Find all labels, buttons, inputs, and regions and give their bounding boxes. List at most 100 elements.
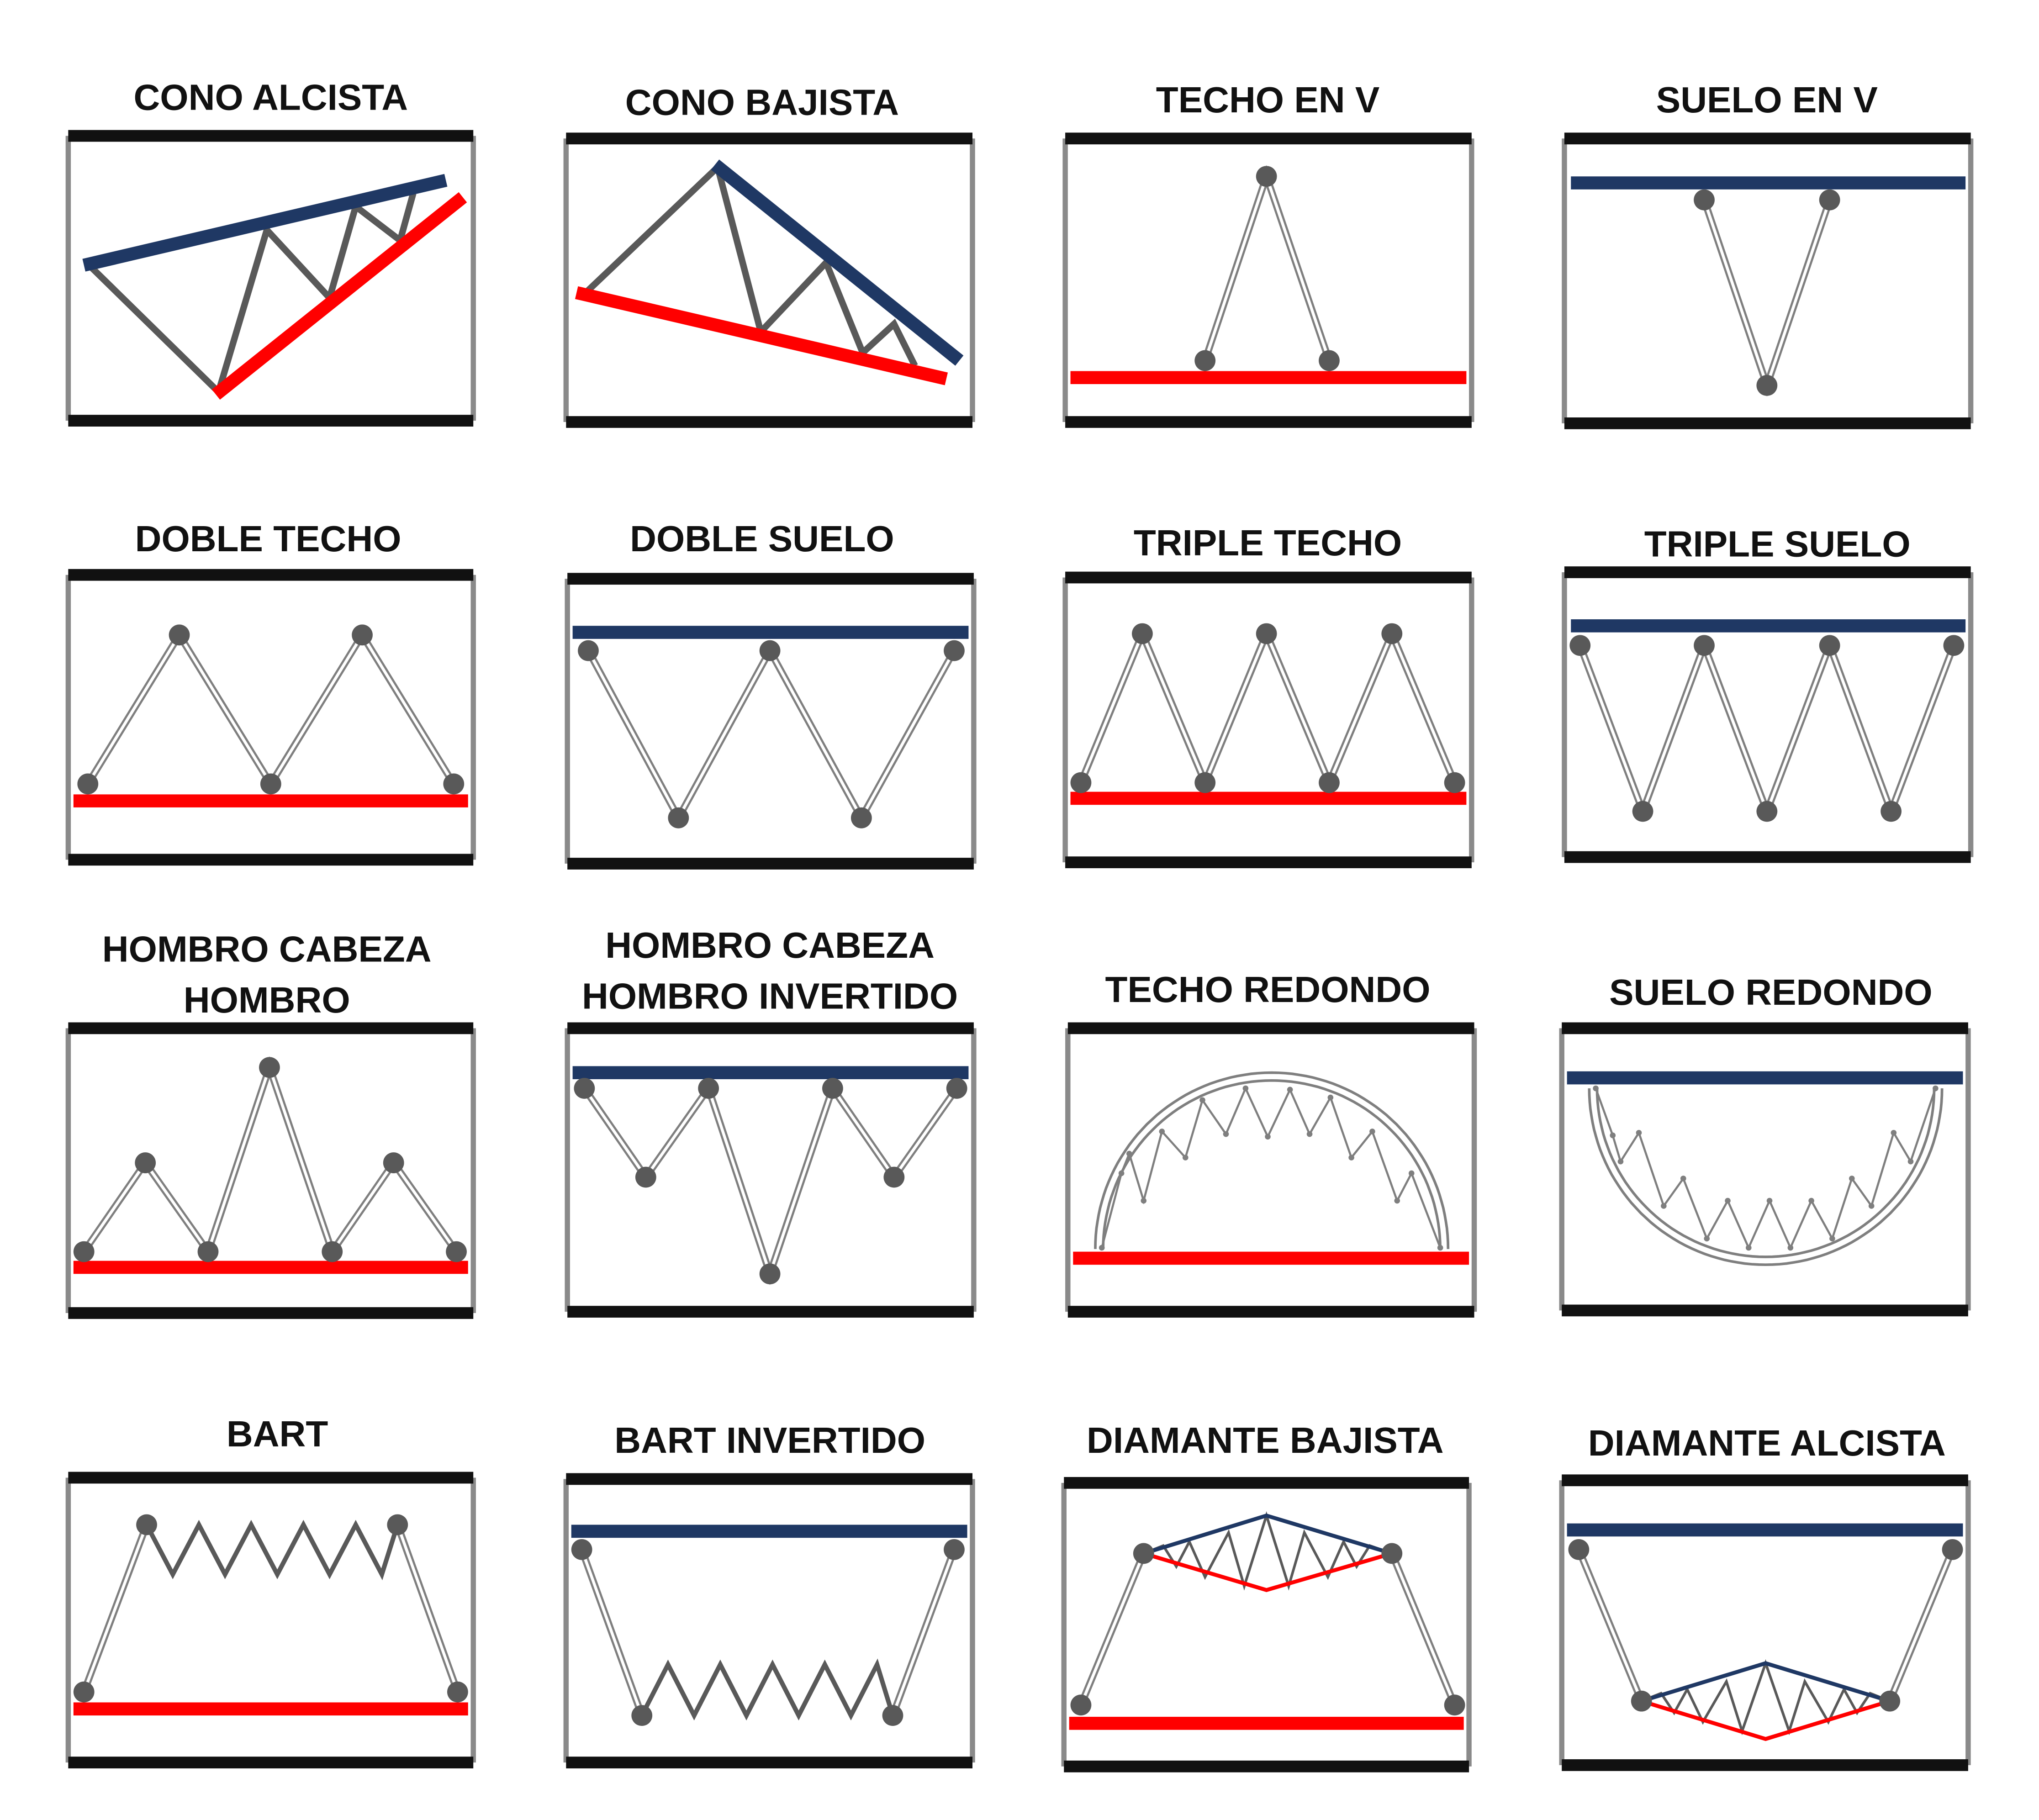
pattern-panel-hombro-cabeza-hombro: HOMBRO CABEZA HOMBRO xyxy=(65,928,476,1319)
pivot-point xyxy=(443,773,465,795)
pivot-point xyxy=(1933,1085,1939,1092)
pivot-point xyxy=(1745,1245,1752,1251)
support-line xyxy=(1641,1699,1891,1741)
pattern-title: TRIPLE SUELO xyxy=(1644,523,1911,564)
pattern-title: HOMBRO CABEZA xyxy=(102,928,432,969)
rounded-inner-arc xyxy=(1595,1088,1936,1258)
pivot-point xyxy=(1787,1245,1794,1251)
pattern-panel-triple-techo: TRIPLE TECHO xyxy=(1062,522,1474,868)
support-line xyxy=(211,192,467,400)
price-zigzag xyxy=(1101,1086,1442,1248)
price-rise-inner xyxy=(82,1524,148,1693)
pattern-panel-bart: BART xyxy=(65,1413,476,1769)
price-path-inner xyxy=(1204,172,1331,361)
pivot-point xyxy=(1141,1198,1147,1204)
pivot-point xyxy=(1306,1131,1313,1137)
pivot-point xyxy=(1610,1132,1616,1139)
pattern-panel-techo-en-v: TECHO EN V xyxy=(1062,79,1474,428)
pivot-point xyxy=(1256,166,1277,187)
pattern-title: HOMBRO xyxy=(184,979,350,1020)
price-rise-inner xyxy=(891,1549,956,1716)
rounded-outer-arc xyxy=(1094,1071,1450,1249)
pivot-point xyxy=(1942,1539,1963,1560)
support-line xyxy=(1143,1551,1393,1592)
pattern-title: DIAMANTE BAJISTA xyxy=(1087,1419,1444,1461)
pivot-point xyxy=(1881,801,1902,822)
price-path-inner xyxy=(587,648,956,821)
pivot-point xyxy=(759,1263,781,1285)
pivot-point xyxy=(668,807,689,828)
pivot-point xyxy=(698,1078,719,1099)
price-zigzag xyxy=(1595,1088,1937,1250)
pivot-point xyxy=(1070,772,1092,793)
pivot-point xyxy=(1569,635,1591,656)
pivot-point xyxy=(1868,1203,1875,1209)
pivot-point xyxy=(1694,635,1715,656)
price-path-inner xyxy=(1703,199,1831,390)
price-fall-inner xyxy=(1577,1549,1643,1702)
pivot-point xyxy=(883,1166,905,1188)
pattern-panel-doble-techo: DOBLE TECHO xyxy=(65,518,476,866)
pivot-point xyxy=(73,1241,95,1262)
pivot-point xyxy=(135,1152,156,1173)
pivot-point xyxy=(1907,1158,1914,1165)
pattern-title: CONO BAJISTA xyxy=(625,82,899,123)
pivot-point xyxy=(1194,772,1216,793)
pivot-point xyxy=(1118,1170,1125,1176)
pivot-point xyxy=(1381,623,1403,644)
pattern-title: TRIPLE TECHO xyxy=(1134,522,1402,563)
pivot-point xyxy=(1199,1097,1205,1103)
pivot-point xyxy=(1070,1694,1092,1716)
pattern-panel-triple-suelo: TRIPLE SUELO xyxy=(1562,523,1974,863)
pattern-panel-cono-alcista: CONO ALCISTA xyxy=(65,76,476,427)
pattern-panel-suelo-en-v: SUELO EN V xyxy=(1562,79,1974,429)
pivot-point xyxy=(1319,350,1340,371)
pivot-point xyxy=(259,1057,280,1078)
pivot-point xyxy=(1444,772,1465,793)
price-path xyxy=(1078,624,1458,792)
price-path xyxy=(1201,165,1333,362)
pivot-point xyxy=(1242,1085,1249,1092)
pivot-point xyxy=(447,1681,468,1703)
pivot-point xyxy=(1849,1176,1855,1182)
pivot-point xyxy=(1444,1694,1465,1716)
pattern-title: TECHO EN V xyxy=(1156,79,1380,120)
pivot-point xyxy=(1319,772,1340,793)
pivot-point xyxy=(1632,801,1653,822)
pivot-point xyxy=(1725,1198,1731,1204)
pattern-title: DOBLE SUELO xyxy=(630,518,894,559)
pattern-title: SUELO REDONDO xyxy=(1609,971,1933,1013)
price-zigzag xyxy=(1143,1511,1393,1591)
pivot-point xyxy=(1327,1094,1334,1101)
pivot-point xyxy=(1680,1176,1686,1182)
pivot-point xyxy=(882,1705,903,1726)
pivot-point xyxy=(322,1241,343,1262)
pivot-point xyxy=(1348,1155,1354,1161)
pivot-point xyxy=(1661,1203,1667,1209)
price-path-inner xyxy=(86,632,455,787)
pivot-point xyxy=(578,640,599,661)
price-fall-inner xyxy=(580,1549,644,1716)
pivot-point xyxy=(1256,623,1277,644)
pivot-point xyxy=(1891,1129,1897,1136)
pivot-point xyxy=(1879,1690,1901,1712)
pattern-panel-bart-invertido: BART INVERTIDO xyxy=(563,1419,975,1769)
pivot-point xyxy=(946,1078,967,1099)
pattern-title: HOMBRO CABEZA xyxy=(605,924,935,965)
price-rise-inner xyxy=(1079,1553,1145,1706)
price-path xyxy=(1576,635,1957,822)
pattern-panel-diamante-bajista: DIAMANTE BAJISTA xyxy=(1061,1419,1472,1773)
price-rise-inner xyxy=(1888,1549,1954,1702)
pivot-point xyxy=(1756,375,1778,396)
pivot-point xyxy=(1099,1245,1105,1251)
pattern-panel-techo-redondo: TECHO REDONDO xyxy=(1065,969,1477,1318)
pattern-title: DIAMANTE ALCISTA xyxy=(1588,1422,1946,1463)
pivot-point xyxy=(1704,1235,1710,1242)
pivot-point xyxy=(1133,1543,1154,1564)
resistance-line xyxy=(82,174,448,272)
pivot-point xyxy=(1593,1085,1599,1092)
pivot-point xyxy=(1408,1170,1415,1176)
pivot-point xyxy=(1194,350,1216,371)
pivot-point xyxy=(1694,189,1715,211)
pivot-point xyxy=(1369,1129,1375,1134)
